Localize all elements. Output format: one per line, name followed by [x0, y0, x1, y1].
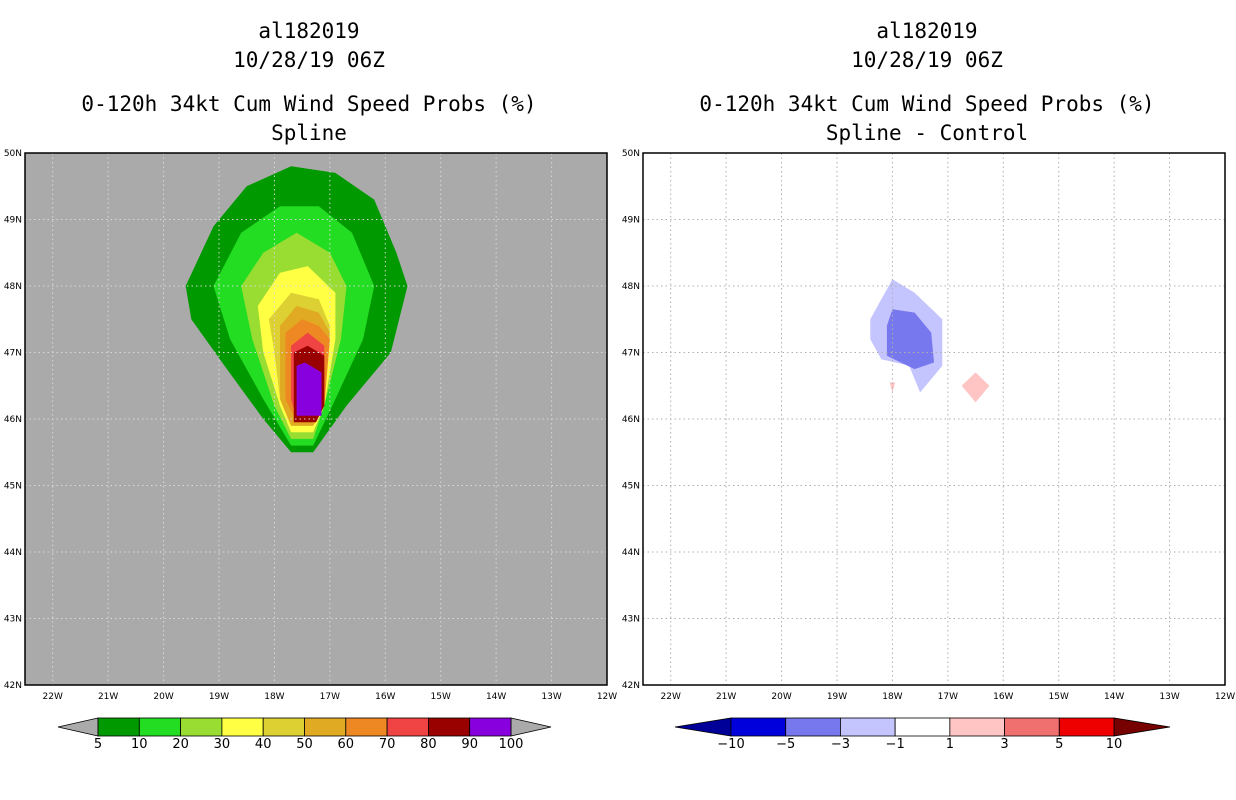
colorbar-swatch — [221, 717, 264, 737]
colorbar-label: −10 — [717, 737, 744, 752]
colorbar-label: 5 — [94, 737, 102, 752]
colorbar-swatch — [180, 717, 223, 737]
right-date: 10/28/19 06Z — [851, 48, 1003, 72]
colorbar-swatch — [427, 717, 471, 737]
x-tick-label: 19W — [827, 692, 847, 702]
x-tick-label: 16W — [375, 692, 395, 702]
y-tick-label: 46N — [4, 415, 22, 425]
left-storm-id: al182019 — [258, 19, 359, 43]
x-tick-label: 20W — [771, 692, 791, 702]
colorbar-low-extension — [674, 717, 732, 737]
y-tick-label: 45N — [622, 482, 640, 492]
y-tick-label: 50N — [4, 149, 22, 159]
colorbar-label: 50 — [296, 737, 313, 752]
x-tick-label: 15W — [431, 692, 451, 702]
right-subtitle: Spline - Control — [826, 121, 1028, 145]
colorbar-swatch — [386, 717, 429, 737]
x-tick-label: 12W — [597, 692, 617, 702]
colorbar-swatch — [469, 717, 512, 737]
y-tick-label: 49N — [622, 216, 640, 226]
x-tick-label: 17W — [320, 692, 340, 702]
y-tick-label: 49N — [4, 216, 22, 226]
colorbar-swatch — [894, 717, 951, 737]
colorbar-high-extension — [510, 717, 552, 737]
colorbar-label: −3 — [831, 737, 850, 752]
contour-level-neg3 — [886, 309, 934, 370]
left-title: 0-120h 34kt Cum Wind Speed Probs (%) — [81, 92, 536, 116]
x-tick-label: 12W — [1215, 692, 1235, 702]
colorbar-label: 1 — [946, 737, 954, 752]
y-tick-label: 42N — [622, 681, 640, 691]
x-tick-label: 13W — [1159, 692, 1179, 702]
colorbar-swatch — [345, 717, 388, 737]
colorbar-swatch — [840, 717, 896, 737]
x-tick-label: 22W — [661, 692, 681, 702]
colorbar-label: 80 — [420, 737, 437, 752]
colorbar-label: 3 — [1000, 737, 1008, 752]
map-frame — [24, 152, 608, 686]
map-frame — [642, 152, 1226, 686]
colorbar-swatch — [785, 717, 841, 737]
spline-colorbar: 5 10 20 30 40 50 60 70 80 90 100 — [57, 717, 552, 752]
colorbar-swatch — [262, 717, 305, 737]
colorbar-high-extension — [1113, 717, 1171, 737]
right-storm-id: al182019 — [876, 19, 977, 43]
spline-map-panel: 22W 21W 20W 19W 18W 17W 16W 15W 14W 13W 12W 42N 43N 4… — [4, 149, 617, 702]
y-tick-label: 46N — [622, 415, 640, 425]
colorbar-label: 20 — [172, 737, 189, 752]
x-tick-label: 21W — [98, 692, 118, 702]
map-background — [643, 153, 1225, 685]
x-tick-label: 15W — [1049, 692, 1069, 702]
colorbar-swatch — [1058, 717, 1115, 737]
colorbar-swatch — [949, 717, 1005, 737]
colorbar-label: 10 — [1106, 737, 1123, 752]
colorbar-label: 70 — [379, 737, 396, 752]
x-tick-label: 17W — [938, 692, 958, 702]
x-tick-label: 18W — [264, 692, 284, 702]
colorbar-label: 40 — [255, 737, 272, 752]
y-tick-label: 48N — [4, 282, 22, 292]
colorbar-low-extension — [57, 717, 99, 737]
right-title: 0-120h 34kt Cum Wind Speed Probs (%) — [699, 92, 1154, 116]
colorbar-label: −1 — [886, 737, 905, 752]
x-tick-label: 19W — [209, 692, 229, 702]
left-subtitle: Spline — [271, 121, 347, 145]
x-tick-label: 21W — [716, 692, 736, 702]
contour-level-90 — [296, 362, 322, 416]
x-tick-label: 14W — [486, 692, 506, 702]
x-tick-label: 18W — [882, 692, 902, 702]
y-tick-label: 43N — [622, 615, 640, 625]
x-tick-label: 22W — [43, 692, 63, 702]
y-tick-label: 50N — [622, 149, 640, 159]
colorbar-label: −5 — [776, 737, 795, 752]
y-tick-label: 44N — [622, 548, 640, 558]
colorbar-label: 60 — [338, 737, 355, 752]
colorbar-swatch — [730, 717, 787, 737]
x-tick-label: 13W — [541, 692, 561, 702]
x-tick-label: 20W — [153, 692, 173, 702]
y-tick-label: 47N — [4, 349, 22, 359]
colorbar-swatch — [1004, 717, 1060, 737]
difference-colorbar: −10 −5 −3 −1 1 3 5 10 — [674, 717, 1171, 752]
y-tick-label: 43N — [4, 615, 22, 625]
left-date: 10/28/19 06Z — [233, 48, 385, 72]
x-tick-label: 14W — [1104, 692, 1124, 702]
spline-minus-control-map-panel: 22W 21W 20W 19W 18W 17W 16W 15W 14W 13W 12W 42N 43N 4… — [622, 149, 1235, 702]
y-tick-label: 45N — [4, 482, 22, 492]
colorbar-label: 100 — [499, 737, 524, 752]
colorbar-label: 90 — [461, 737, 478, 752]
y-tick-label: 48N — [622, 282, 640, 292]
y-tick-label: 42N — [4, 681, 22, 691]
y-tick-label: 47N — [622, 349, 640, 359]
contour-level-1 — [961, 372, 990, 403]
x-tick-label: 16W — [993, 692, 1013, 702]
y-tick-label: 44N — [4, 548, 22, 558]
colorbar-swatch — [138, 717, 182, 737]
colorbar-label: 10 — [131, 737, 148, 752]
colorbar-label: 5 — [1055, 737, 1063, 752]
colorbar-label: 30 — [214, 737, 231, 752]
colorbar-swatch — [304, 717, 347, 737]
colorbar-swatch — [97, 717, 140, 737]
